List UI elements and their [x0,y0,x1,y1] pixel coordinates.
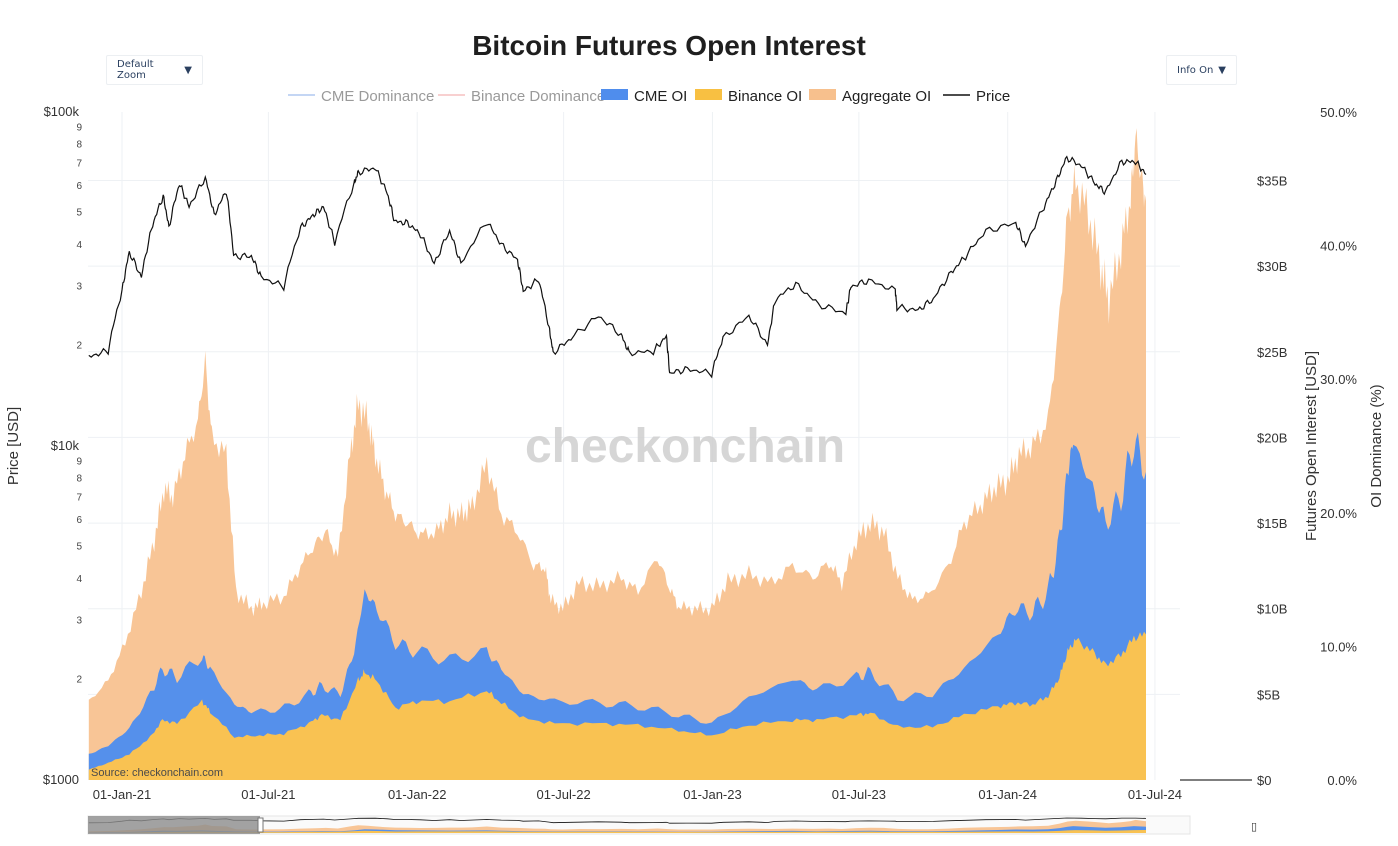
area-binance-oi [88,631,1146,780]
x-tick-label: 01-Jul-23 [832,787,886,802]
legend-item-price[interactable]: Price [943,88,1010,105]
legend-swatch-box [809,89,836,100]
source-note: Source: checkonchain.com [91,767,223,779]
legend-swatch-box [695,89,722,100]
legend-label: Binance Dominance [471,88,605,105]
price-minor-tick-label: 4 [76,240,82,251]
legend-item-cme-dominance[interactable]: CME Dominance [288,88,434,105]
legend-label: Price [976,88,1010,105]
x-tick-label: 01-Jul-24 [1128,787,1182,802]
x-tick-label: 01-Jan-24 [978,787,1037,802]
legend-swatch-box [601,89,628,100]
legend-item-binance-dominance[interactable]: Binance Dominance [438,88,605,105]
price-minor-tick-label: 9 [76,456,82,467]
oi-tick-label: $30B [1257,259,1287,274]
dominance-tick-label: 0.0% [1327,773,1357,788]
price-minor-tick-label: 5 [76,208,82,219]
price-minor-tick-label: 2 [76,340,82,351]
dominance-tick-label: 20.0% [1320,506,1357,521]
price-minor-tick-label: 3 [76,282,82,293]
range-slider[interactable] [87,815,1191,835]
range-slider-mask[interactable] [88,816,260,834]
legend-item-binance-oi[interactable]: Binance OI [695,88,802,105]
legend-label: CME Dominance [321,88,434,105]
chevron-down-icon: ▼ [184,64,192,76]
x-tick-label: 01-Jan-22 [388,787,447,802]
chart-title: Bitcoin Futures Open Interest [472,30,866,61]
price-tick-label: $10k [51,438,80,453]
price-minor-tick-label: 7 [76,493,82,504]
price-series [88,155,1147,379]
dominance-tick-label: 40.0% [1320,239,1357,254]
oi-tick-label: $25B [1257,345,1287,360]
x-tick-label: 01-Jul-22 [537,787,591,802]
price-minor-tick-label: 7 [76,159,82,170]
info-dropdown[interactable]: Info On ▼ [1166,55,1237,85]
oi-tick-label: $10B [1257,602,1287,617]
range-slider-grip[interactable] [257,817,264,833]
x-tick-label: 01-Jan-23 [683,787,742,802]
zoom-dropdown[interactable]: Default Zoom ▼ [106,55,203,85]
y-axis-title-left: Price [USD] [5,407,22,485]
axes: 01-Jan-21 01-Jul-21 01-Jan-22 01-Jul-22 01-J… [43,104,1358,802]
legend-item-cme-oi[interactable]: CME OI [601,88,687,105]
oi-tick-label: $15B [1257,516,1287,531]
zoom-dropdown-label: Default Zoom [117,59,154,81]
y-axis-title-right2: OI Dominance (%) [1368,384,1385,507]
legend-label: Aggregate OI [842,88,931,105]
price-minor-tick-label: 6 [76,515,82,526]
oi-tick-label: $0 [1257,773,1271,788]
legend-item-aggregate-oi[interactable]: Aggregate OI [809,88,931,105]
price-minor-tick-label: 5 [76,542,82,553]
price-tick-label: $100k [44,104,80,119]
oi-tick-label: $20B [1257,430,1287,445]
legend-label: Binance OI [728,88,802,105]
price-minor-tick-label: 9 [76,122,82,133]
price-minor-tick-label: 2 [76,674,82,685]
dominance-tick-label: 50.0% [1320,105,1357,120]
legend: CME Dominance Binance Dominance CME OI Bina… [288,88,1010,105]
dominance-tick-label: 10.0% [1320,639,1357,654]
price-tick-label: $1000 [43,772,79,787]
x-tick-label: 01-Jan-21 [93,787,152,802]
area-aggregate-oi [88,128,1146,781]
x-tick-label: 01-Jul-21 [241,787,295,802]
info-dropdown-label: Info On [1177,64,1214,76]
price-minor-tick-label: 3 [76,616,82,627]
range-slider-area [88,830,1146,833]
range-slider-handle-icon[interactable]: ▯ [1251,820,1257,833]
y-axis-title-right: Futures Open Interest [USD] [1303,351,1320,541]
oi-tick-label: $5B [1257,687,1280,702]
oi-tick-label: $35B [1257,174,1287,189]
price-minor-tick-label: 8 [76,139,82,150]
price-minor-tick-label: 8 [76,473,82,484]
price-minor-tick-label: 4 [76,574,82,585]
range-slider-area [88,819,1146,833]
dominance-tick-label: 30.0% [1320,372,1357,387]
chevron-down-icon: ▼ [1218,64,1226,76]
watermark: checkonchain [525,420,845,473]
legend-label: CME OI [634,88,687,105]
price-minor-tick-label: 6 [76,181,82,192]
oi-areas [88,128,1146,781]
price-line [88,155,1147,379]
